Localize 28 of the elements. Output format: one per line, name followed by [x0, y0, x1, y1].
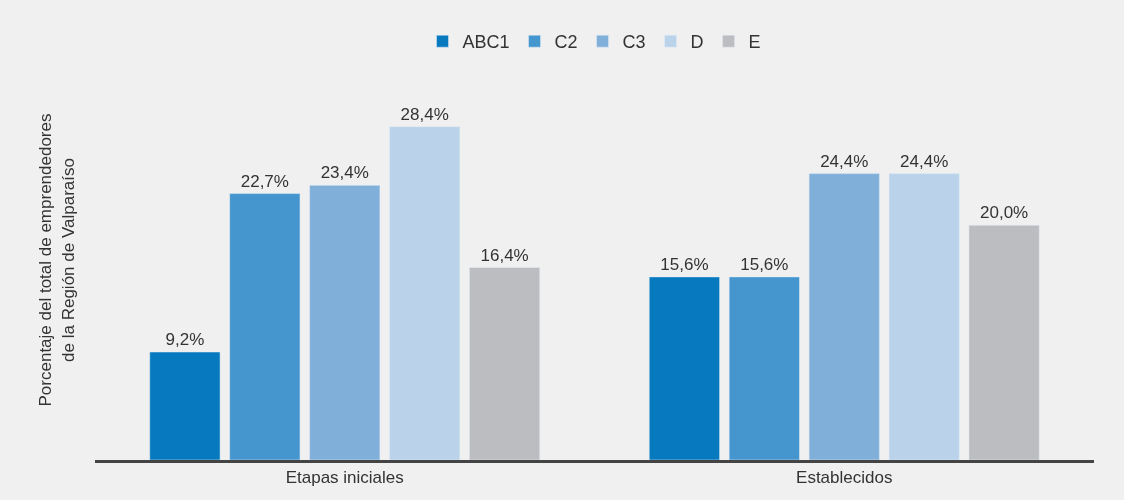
y-axis-title: Porcentaje del total de emprendedores de la Región de Valparaíso [36, 113, 78, 407]
data-label: 23,4% [320, 163, 369, 183]
legend-label: C3 [622, 32, 646, 53]
bar [309, 185, 381, 460]
data-label: 28,4% [400, 104, 449, 124]
bar [149, 351, 221, 460]
data-label: 20,0% [979, 203, 1029, 223]
bar [728, 276, 800, 460]
bar [389, 126, 461, 460]
bar [229, 193, 301, 460]
legend-label: D [690, 32, 704, 53]
legend-label: ABC1 [462, 32, 510, 53]
data-label: 22,7% [240, 171, 289, 191]
data-label: 15,6% [660, 254, 709, 274]
data-label: 15,6% [740, 254, 789, 274]
bar [808, 173, 880, 460]
x-tick-label: Etapas iniciales [285, 468, 404, 488]
bar [968, 225, 1040, 460]
bar [888, 173, 960, 460]
x-tick-label: Establecidos [796, 468, 893, 488]
data-label: 24,4% [820, 151, 869, 171]
data-label: 16,4% [480, 245, 529, 265]
data-label: 24,4% [900, 151, 949, 171]
legend-label: C2 [554, 32, 578, 53]
legend-label: E [748, 32, 761, 53]
bar [469, 267, 540, 460]
bar [649, 276, 720, 460]
data-label: 9,2% [165, 330, 205, 350]
